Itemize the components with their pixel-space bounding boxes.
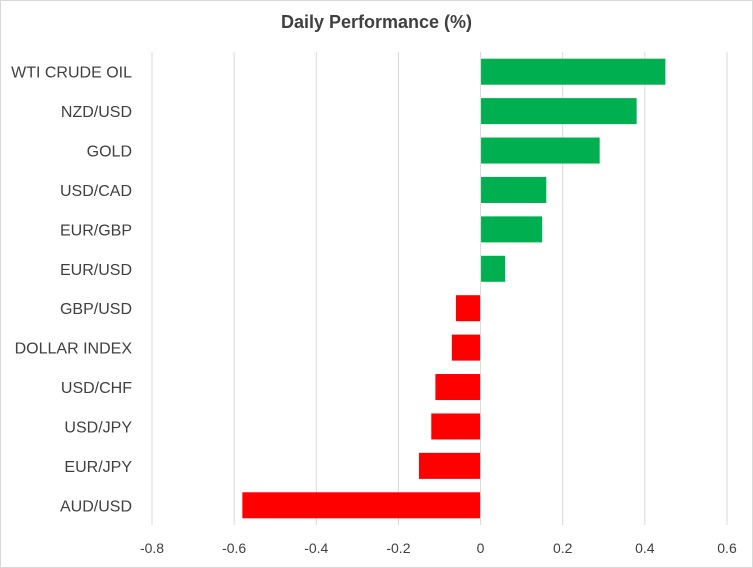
bar-nzd-usd (480, 98, 637, 125)
bars (242, 58, 666, 519)
x-tick-label: -0.4 (304, 540, 328, 556)
bar-eur-usd (480, 255, 506, 282)
bar-gbp-usd (455, 295, 481, 322)
x-tick-label: -0.6 (222, 540, 246, 556)
x-tick-label: 0.2 (553, 540, 573, 556)
category-label: DOLLAR INDEX (15, 341, 133, 358)
bar-aud-usd (242, 492, 481, 519)
gridlines (151, 52, 728, 525)
category-label: EUR/USD (60, 262, 132, 279)
bar-usd-chf (435, 374, 481, 401)
category-label: EUR/GBP (60, 222, 132, 239)
category-label: USD/CAD (60, 183, 132, 200)
category-label: AUD/USD (60, 498, 132, 515)
bar-wti-crude-oil (480, 58, 666, 85)
category-label: USD/CHF (61, 380, 132, 397)
category-label: EUR/JPY (64, 459, 132, 476)
chart-title: Daily Performance (%) (280, 12, 473, 32)
x-tick-label: -0.8 (140, 540, 164, 556)
bar-usd-cad (480, 176, 547, 203)
bar-gold (480, 137, 600, 164)
bar-eur-gbp (480, 216, 543, 243)
tick-labels: -0.8 -0.6 -0.4 -0.2 0 0.2 0.4 0.6 (140, 540, 737, 556)
category-label: USD/JPY (64, 419, 132, 436)
category-label: GOLD (87, 144, 132, 161)
bar-usd-jpy (431, 413, 481, 440)
bar-eur-jpy (418, 452, 481, 479)
category-labels: WTI CRUDE OIL NZD/USD GOLD USD/CAD EUR/GBP EU… (11, 65, 132, 516)
category-label: NZD/USD (61, 104, 132, 121)
x-tick-label: 0 (477, 540, 485, 556)
x-tick-label: 0.4 (635, 540, 655, 556)
category-label: WTI CRUDE OIL (11, 65, 132, 82)
x-tick-label: 0.6 (717, 540, 737, 556)
category-label: GBP/USD (60, 301, 132, 318)
x-tick-label: -0.2 (386, 540, 410, 556)
bar-dollar-index (451, 334, 481, 361)
